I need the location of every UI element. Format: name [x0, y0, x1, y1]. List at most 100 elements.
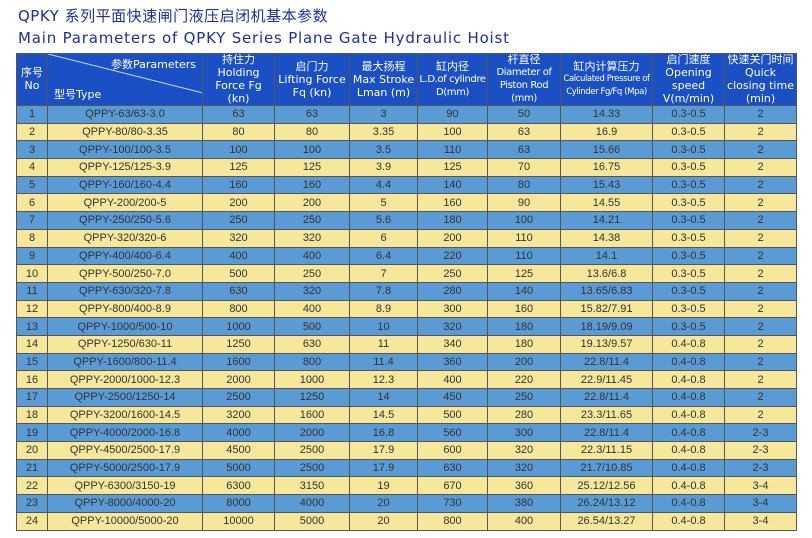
cell-cylinder-diameter: 340	[417, 334, 488, 354]
cell-pressure: 14.21	[560, 211, 653, 230]
header-row: 序号 No 参数Parameters 型号Type 持住力 Holding Fo…	[16, 53, 797, 106]
header-en: Holding Force Fg (kn)	[215, 66, 262, 105]
cell-opening-speed: 0.4-0.8	[652, 441, 725, 460]
cell-opening-speed: 0.3-0.5	[652, 228, 725, 248]
cell-lifting-force: 4000	[274, 494, 350, 513]
cell-cylinder-diameter: 280	[417, 281, 488, 301]
header-en: Quick closing time (min)	[727, 66, 794, 105]
cell-rod-diameter: 400	[487, 511, 561, 531]
cell-holding-force: 500	[202, 264, 275, 283]
cell-cylinder-diameter: 560	[417, 423, 488, 443]
cell-rod-diameter: 180	[487, 334, 561, 354]
header-max-stroke: 最大扬程 Max Stroke Lman (m)	[349, 53, 418, 106]
cell-no: 8	[16, 228, 48, 248]
cell-lifting-force: 320	[274, 281, 350, 301]
cell-max-stroke: 16.8	[349, 423, 418, 443]
cell-cylinder-diameter: 100	[417, 122, 488, 142]
cell-model: QPPY-10000/5000-20	[47, 511, 203, 531]
cell-holding-force: 3200	[202, 405, 275, 425]
cell-holding-force: 125	[202, 158, 275, 177]
table-row: 1 QPPY-63/63-3.0 63 63 3 90 50 14.33 0.3-0.5 2	[16, 105, 797, 124]
cell-pressure: 13.65/6.83	[560, 281, 653, 301]
cell-closing-time: 3-4	[724, 494, 797, 513]
cell-opening-speed: 0.3-0.5	[652, 193, 725, 213]
cell-closing-time: 2	[724, 405, 797, 425]
table-row: 18 QPPY-3200/1600-14.5 3200 1600 14.5 500 280 2…	[16, 405, 797, 425]
cell-cylinder-diameter: 140	[417, 175, 488, 195]
cell-holding-force: 6300	[202, 476, 275, 496]
cell-lifting-force: 1600	[274, 405, 350, 425]
cell-model: QPPY-320/320-6	[47, 228, 203, 248]
cell-lifting-force: 5000	[274, 511, 350, 531]
cell-max-stroke: 20	[349, 494, 418, 513]
cell-lifting-force: 2500	[274, 458, 350, 478]
cell-opening-speed: 0.4-0.8	[652, 423, 725, 443]
cell-max-stroke: 11	[349, 334, 418, 354]
header-cylinder-diameter: 缸内径 L.D.of cylindre D(mm)	[417, 53, 488, 106]
cell-opening-speed: 0.3-0.5	[652, 175, 725, 195]
table-row: 20 QPPY-4500/2500-17.9 4500 2500 17.9 600 320 2…	[16, 441, 797, 460]
cell-rod-diameter: 360	[487, 476, 561, 496]
cell-max-stroke: 11.4	[349, 352, 418, 372]
cell-model: QPPY-6300/3150-19	[47, 476, 203, 496]
cell-opening-speed: 0.3-0.5	[652, 317, 725, 336]
header-no: 序号 No	[16, 53, 48, 106]
cell-max-stroke: 7.8	[349, 281, 418, 301]
cell-rod-diameter: 180	[487, 317, 561, 336]
cell-model: QPPY-125/125-3.9	[47, 158, 203, 177]
cell-lifting-force: 800	[274, 352, 350, 372]
cell-cylinder-diameter: 250	[417, 264, 488, 283]
cell-rod-diameter: 70	[487, 158, 561, 177]
cell-opening-speed: 0.4-0.8	[652, 370, 725, 389]
cell-lifting-force: 160	[274, 175, 350, 195]
cell-cylinder-diameter: 160	[417, 193, 488, 213]
cell-pressure: 14.55	[560, 193, 653, 213]
title-english: Main Parameters of QPKY Series Plane Gat…	[18, 29, 510, 47]
cell-no: 22	[16, 476, 48, 496]
cell-opening-speed: 0.4-0.8	[652, 494, 725, 513]
cell-model: QPPY-250/250-5.6	[47, 211, 203, 230]
header-en: Max Stroke Lman (m)	[352, 72, 415, 99]
cell-max-stroke: 3	[349, 105, 418, 124]
cell-cylinder-diameter: 600	[417, 441, 488, 460]
parameters-table: 序号 No 参数Parameters 型号Type 持住力 Holding Fo…	[16, 53, 797, 531]
cell-opening-speed: 0.4-0.8	[652, 352, 725, 372]
header-cn: 缸内径	[436, 59, 469, 73]
table-row: 17 QPPY-2500/1250-14 2500 1250 14 450 250 22.8/…	[16, 388, 797, 407]
cell-opening-speed: 0.4-0.8	[652, 405, 725, 425]
cell-max-stroke: 17.9	[349, 458, 418, 478]
cell-closing-time: 2-3	[724, 441, 797, 460]
cell-closing-time: 2	[724, 317, 797, 336]
cell-model: QPPY-500/250-7.0	[47, 264, 203, 283]
cell-max-stroke: 3.5	[349, 140, 418, 160]
cell-cylinder-diameter: 90	[417, 105, 488, 124]
cell-opening-speed: 0.4-0.8	[652, 388, 725, 407]
cell-rod-diameter: 110	[487, 246, 561, 266]
table-row: 9 QPPY-400/400-6.4 400 400 6.4 220 110 14.1 0.3-…	[16, 246, 797, 266]
cell-opening-speed: 0.3-0.5	[652, 211, 725, 230]
cell-rod-diameter: 320	[487, 458, 561, 478]
cell-closing-time: 2	[724, 105, 797, 124]
cell-rod-diameter: 63	[487, 122, 561, 142]
cell-lifting-force: 200	[274, 193, 350, 213]
cell-rod-diameter: 220	[487, 370, 561, 389]
cell-model: QPPY-1600/800-11.4	[47, 352, 203, 372]
cell-pressure: 21.7/10.85	[560, 458, 653, 478]
header-cn: 启门速度	[666, 53, 711, 66]
cell-no: 1	[16, 105, 48, 124]
cell-model: QPPY-160/160-4.4	[47, 175, 203, 195]
cell-pressure: 16.9	[560, 122, 653, 142]
cell-max-stroke: 7	[349, 264, 418, 283]
cell-pressure: 22.3/11.15	[560, 441, 653, 460]
table-row: 19 QPPY-4000/2000-16.8 4000 2000 16.8 560 300 2…	[16, 423, 797, 443]
cell-closing-time: 2	[724, 281, 797, 301]
cell-rod-diameter: 50	[487, 105, 561, 124]
table-row: 2 QPPY-80/80-3.35 80 80 3.35 100 63 16.9 0.3-0.5…	[16, 122, 797, 142]
cell-holding-force: 1250	[202, 334, 275, 354]
cell-holding-force: 1000	[202, 317, 275, 336]
cell-holding-force: 400	[202, 246, 275, 266]
cell-closing-time: 3-4	[724, 476, 797, 496]
cell-no: 24	[16, 511, 48, 531]
cell-cylinder-diameter: 110	[417, 140, 488, 160]
header-rod-diameter: 杆直径 Diameter of Piston Rod (mm)	[487, 53, 561, 106]
